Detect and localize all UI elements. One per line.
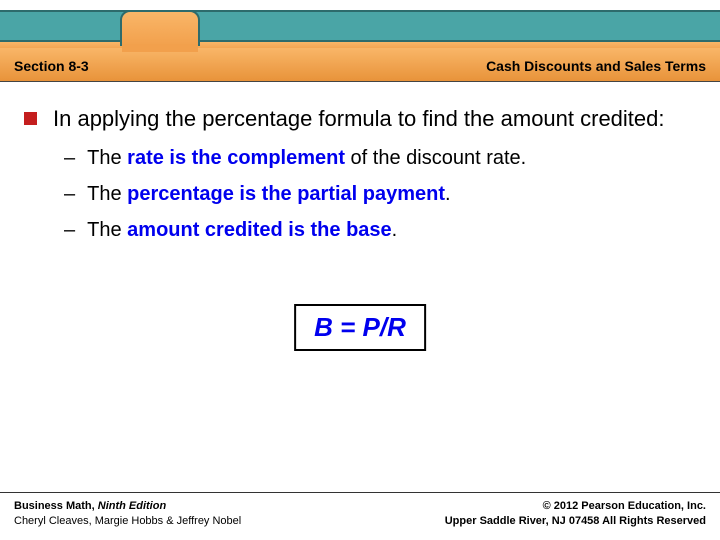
main-bullet-item: In applying the percentage formula to fi…: [24, 105, 696, 133]
dash-icon: –: [64, 181, 75, 207]
sub-bullet-3: – The amount credited is the base.: [64, 217, 696, 243]
book-edition: Ninth Edition: [98, 500, 166, 512]
sub2-post: .: [445, 183, 451, 205]
address: Upper Saddle River, NJ 07458 All Rights …: [445, 515, 706, 527]
sub-bullet-list: – The rate is the complement of the disc…: [64, 145, 696, 243]
footer-left: Business Math, Ninth Edition Cheryl Clea…: [14, 499, 241, 529]
sub-bullet-2: – The percentage is the partial payment.: [64, 181, 696, 207]
copyright: © 2012 Pearson Education, Inc.: [543, 500, 706, 512]
book-title: Business Math,: [14, 500, 98, 512]
sub1-pre: The: [87, 147, 127, 169]
sub-text-1: The rate is the complement of the discou…: [87, 145, 526, 171]
sub-text-3: The amount credited is the base.: [87, 217, 397, 243]
dash-icon: –: [64, 217, 75, 243]
slide-content: In applying the percentage formula to fi…: [24, 105, 696, 253]
square-bullet-icon: [24, 112, 37, 125]
formula-box: B = P/R: [294, 304, 426, 351]
section-number: Section 8-3: [14, 58, 89, 74]
formula-text: B = P/R: [314, 312, 406, 343]
section-title: Cash Discounts and Sales Terms: [486, 58, 706, 74]
header-tab: [120, 10, 200, 46]
footer-right: © 2012 Pearson Education, Inc. Upper Sad…: [445, 499, 706, 529]
dash-icon: –: [64, 145, 75, 171]
main-bullet-text: In applying the percentage formula to fi…: [53, 105, 665, 133]
slide-header: Section 8-3 Cash Discounts and Sales Ter…: [0, 0, 720, 90]
sub3-pre: The: [87, 219, 127, 241]
authors: Cheryl Cleaves, Margie Hobbs & Jeffrey N…: [14, 515, 241, 527]
sub1-highlight: rate is the complement: [127, 147, 345, 169]
sub1-post: of the discount rate.: [345, 147, 526, 169]
sub-bullet-1: – The rate is the complement of the disc…: [64, 145, 696, 171]
footer-inner: Business Math, Ninth Edition Cheryl Clea…: [0, 493, 720, 529]
sub-text-2: The percentage is the partial payment.: [87, 181, 450, 207]
sub2-pre: The: [87, 183, 127, 205]
sub3-post: .: [392, 219, 398, 241]
header-teal-band: [0, 10, 720, 42]
slide-footer: Business Math, Ninth Edition Cheryl Clea…: [0, 492, 720, 540]
sub2-highlight: percentage is the partial payment: [127, 183, 445, 205]
sub3-highlight: amount credited is the base: [127, 219, 392, 241]
